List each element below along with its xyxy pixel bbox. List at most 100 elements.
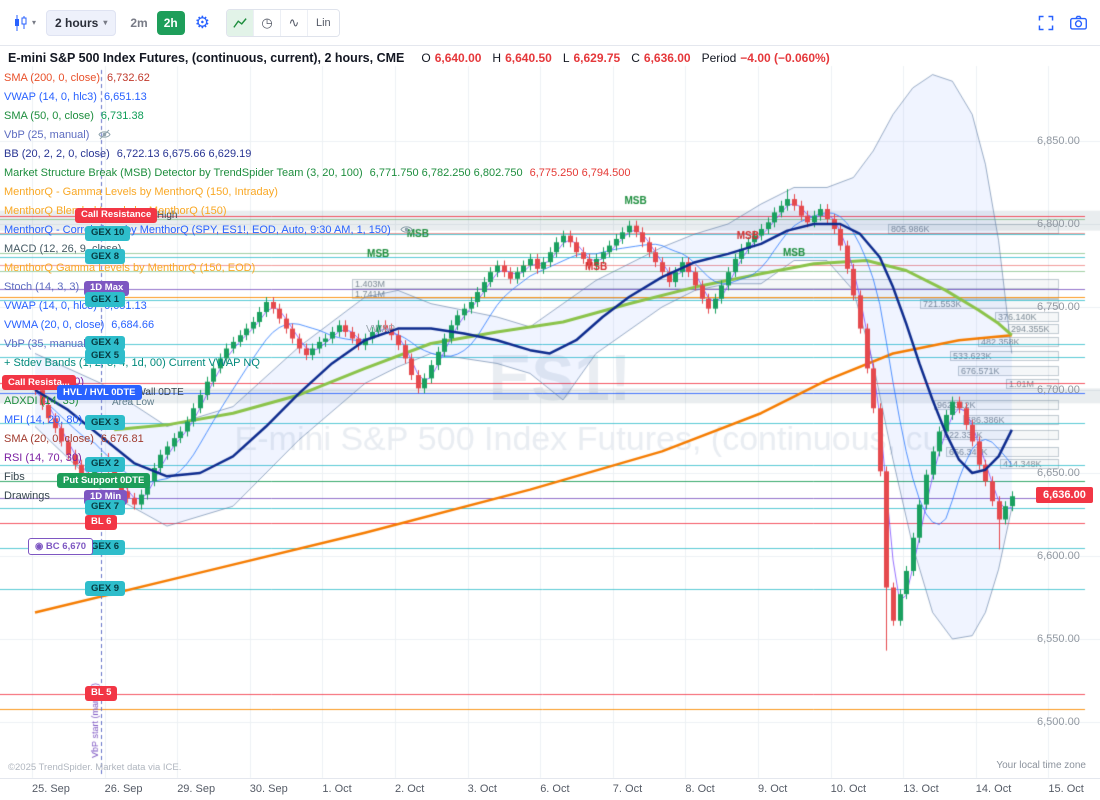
indicator-legend-row[interactable]: SMA (50, 0, close) 6,731.38 <box>4 106 631 125</box>
linear-scale-button[interactable]: Lin <box>307 9 339 36</box>
curve-tool-button[interactable]: ∿ <box>280 9 308 36</box>
level-badge: GEX 1 <box>85 292 125 308</box>
indicator-legend-row[interactable]: Drawings <box>4 486 631 505</box>
indicator-legend-row[interactable]: VbP (35, manual) <box>4 334 631 353</box>
level-badge: Put Support 0DTE <box>57 473 151 489</box>
indicator-legend-text: BB (20, 2, 2, 0, close) <box>4 147 110 160</box>
candlestick-icon <box>15 14 27 31</box>
level-badge: 1D Max <box>84 280 130 296</box>
indicator-legend-text: MFI (14, 20, 80) <box>4 413 83 426</box>
time-axis-label: 10. Oct <box>830 783 867 795</box>
indicator-legend-text: Drawings <box>4 489 50 502</box>
indicator-legend-text: SMA (20, 0, close) <box>4 432 94 445</box>
eye-icon[interactable] <box>400 224 413 235</box>
indicator-legend-text: MenthorQ - Gamma Levels by MenthorQ (150… <box>4 185 278 198</box>
indicator-legend-text: VWMA (20, 0, close) <box>4 318 105 331</box>
indicator-legend-text: Market Structure Break (MSB) Detector by… <box>4 166 363 179</box>
indicator-legend-row[interactable]: + Stdev Bands (1, 2, 3, 4, 1d, 00) Curre… <box>4 353 631 372</box>
level-badge: GEX 8 <box>85 249 125 265</box>
indicator-legend-row[interactable]: VWMA (20, 0, close) 6,684.66 <box>4 315 631 334</box>
timeframe-2m-button[interactable]: 2m <box>130 15 148 30</box>
indicator-legend-text: 6,651.13 <box>103 90 147 103</box>
time-axis-label: 26. Sep <box>104 783 143 795</box>
indicator-legend-text: VWAP (14, 0, hlc3) <box>4 90 97 103</box>
chart-annotation: Area Low <box>112 397 155 409</box>
spline-icon: ∿ <box>288 14 300 30</box>
indicator-legend-row[interactable]: MenthorQ Gamma Levels by MenthorQ (150, … <box>4 258 631 277</box>
indicator-legend-row[interactable]: Fibs <box>4 467 631 486</box>
chart-annotation: VWAP <box>366 324 396 336</box>
timezone-label[interactable]: Your local time zone <box>996 760 1086 771</box>
line-chart-tool-button[interactable] <box>226 9 254 36</box>
time-axis-label: 13. Oct <box>903 783 939 795</box>
timeframe-label: 2 hours <box>55 15 99 30</box>
indicator-legend-row[interactable]: SMA (200, 0, close) 6,732.62 <box>4 68 631 87</box>
level-badge: BL 5 <box>85 685 118 701</box>
indicator-legend-text: VbP (25, manual) <box>4 128 90 141</box>
symbol-title[interactable]: E-mini S&P 500 Index Futures, (continuou… <box>8 51 405 65</box>
indicator-legend-row[interactable]: SMA (20, 0, close) 6,676.81 <box>4 429 631 448</box>
period-value: −4.00 (−0.060%) <box>740 51 830 65</box>
time-axis[interactable]: 25. Sep 26. Sep 29. Sep 30. Sep 1. Oct 2. Oct… <box>0 778 1100 800</box>
open-label: O <box>421 51 431 65</box>
indicator-legend-text: MenthorQ Gamma Levels by MenthorQ (150, … <box>4 261 256 274</box>
clock-icon: ◷ <box>261 14 273 30</box>
chart-type-button[interactable]: ▾ <box>8 10 40 36</box>
level-badge: ◉ BC 6,670 <box>28 538 94 555</box>
indicator-legend-row[interactable]: Stoch (14, 3, 3) <box>4 277 631 296</box>
price-axis-label: 6,800.00 <box>1037 218 1080 230</box>
indicator-legend-row[interactable]: VbP (25, manual) <box>4 125 631 144</box>
time-axis-label: 6. Oct <box>540 783 570 795</box>
close-label: C <box>631 51 640 65</box>
indicator-legend-row[interactable]: Market Structure Break (MSB) Detector by… <box>4 163 631 182</box>
high-value: 6,640.50 <box>505 51 552 65</box>
time-axis-label: 3. Oct <box>467 783 497 795</box>
indicator-legend-row[interactable]: RSI (14, 70, 30) <box>4 448 631 467</box>
indicator-legend-text: 6,731.38 <box>100 109 144 122</box>
chart-tools-group: ◷ ∿ Lin <box>225 8 340 37</box>
gear-icon: ⚙ <box>194 13 210 32</box>
time-axis-label: 7. Oct <box>612 783 643 795</box>
level-badge: GEX 3 <box>85 415 125 431</box>
time-axis-label: 15. Oct <box>1048 783 1084 795</box>
chevron-down-icon: ▾ <box>32 18 37 27</box>
level-badge: BL 6 <box>85 514 118 530</box>
fullscreen-button[interactable] <box>1033 10 1059 36</box>
indicator-legend-text: Fibs <box>4 470 25 483</box>
indicator-legend-row[interactable]: MFI (14, 20, 80) <box>4 410 631 429</box>
indicator-legend-row[interactable]: BB (20, 2, 2, 0, close) 6,722.13 6,675.66… <box>4 144 631 163</box>
copyright-text: ©2025 TrendSpider. Market data via ICE. <box>8 762 182 773</box>
indicator-legend-text: VWAP (14, 0, hlc3) <box>4 299 97 312</box>
time-axis-label: 29. Sep <box>177 783 216 795</box>
time-tool-button[interactable]: ◷ <box>253 9 281 36</box>
timeframe-2h-button[interactable]: 2h <box>156 10 185 35</box>
level-badge: GEX 6 <box>85 539 125 555</box>
eye-off-icon[interactable] <box>98 129 111 140</box>
indicator-legend-row[interactable]: VWAP (14, 0, hlc3) 6,651.13 <box>4 87 631 106</box>
high-label: H <box>492 51 502 65</box>
indicator-legend-text: 6,771.750 6,782.250 6,802.750 <box>369 166 523 179</box>
chevron-down-icon: ▾ <box>103 18 108 27</box>
fullscreen-icon <box>1038 15 1054 30</box>
time-axis-label: 8. Oct <box>685 783 715 795</box>
screenshot-camera-button[interactable] <box>1065 10 1092 35</box>
indicator-legend: SMA (200, 0, close) 6,732.62 VWAP (14, 0, … <box>4 68 631 505</box>
price-axis-label: 6,600.00 <box>1037 550 1080 562</box>
indicator-legend-text: VbP (35, manual) <box>4 337 90 350</box>
price-axis-label: 6,700.00 <box>1037 384 1080 396</box>
price-axis-label: 6,850.00 <box>1037 135 1080 147</box>
indicator-legend-text: 6,732.62 <box>107 71 150 84</box>
price-axis-label: 6,650.00 <box>1037 467 1080 479</box>
low-label: L <box>562 51 570 65</box>
time-axis-label: 30. Sep <box>249 783 288 795</box>
indicator-legend-row[interactable]: MenthorQ - Gamma Levels by MenthorQ (150… <box>4 182 631 201</box>
timeframe-dropdown[interactable]: 2 hours ▾ <box>46 9 117 36</box>
level-badge: GEX 7 <box>85 499 125 515</box>
open-value: 6,640.00 <box>434 51 482 65</box>
level-badge: GEX 5 <box>85 348 125 364</box>
time-axis-label: 1. Oct <box>322 783 352 795</box>
indicator-legend-text: SMA (50, 0, close) <box>4 109 94 122</box>
settings-button[interactable]: ⚙ <box>191 10 214 35</box>
